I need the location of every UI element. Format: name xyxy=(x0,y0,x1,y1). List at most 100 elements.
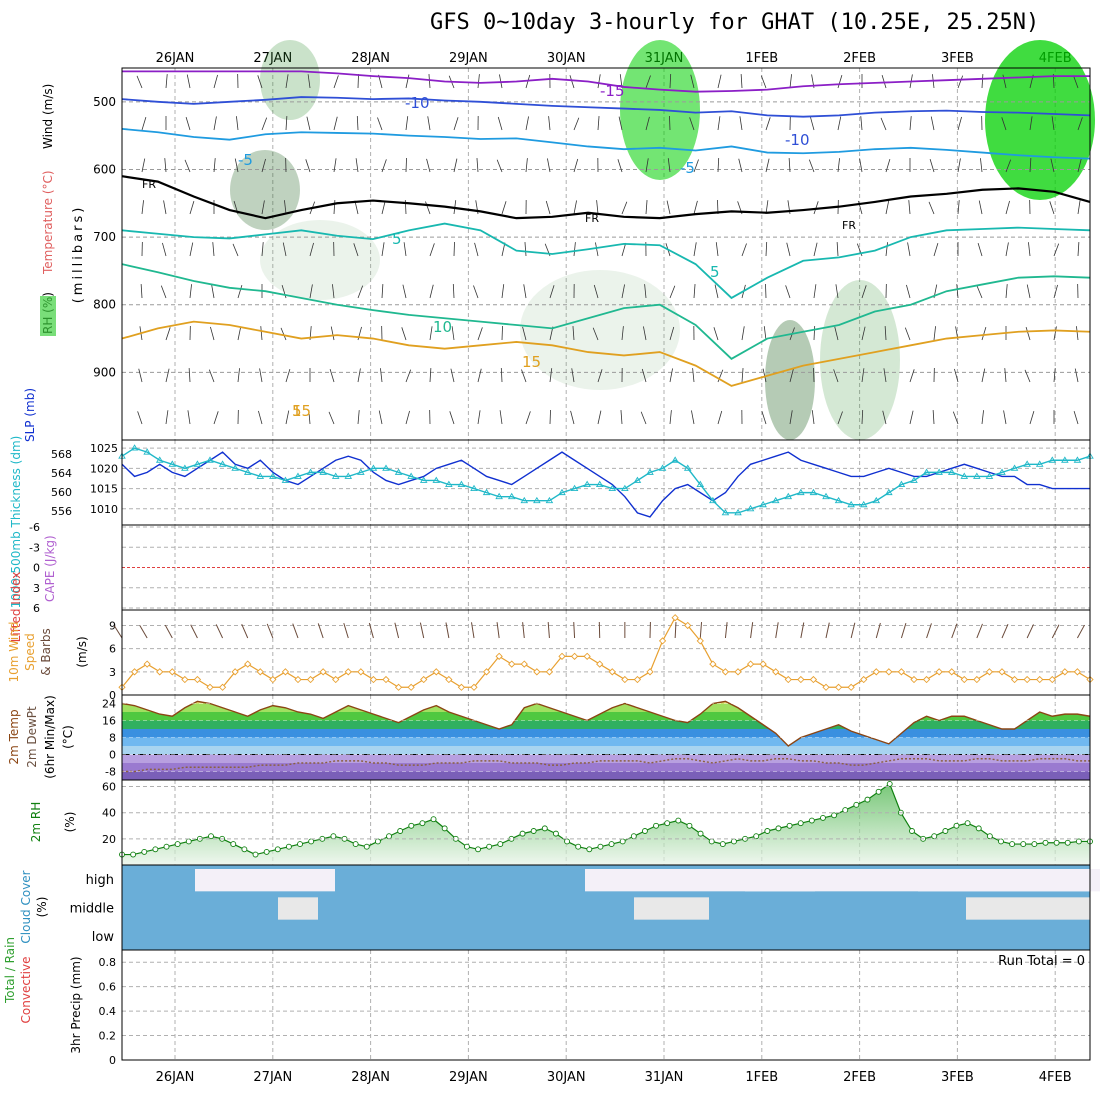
wind-barb xyxy=(429,284,434,299)
wind-barb xyxy=(884,326,887,341)
wind-barb xyxy=(909,116,912,131)
wind-barb xyxy=(837,116,842,131)
wind-barb xyxy=(449,411,455,425)
wind-barb xyxy=(401,327,407,341)
lifted-index-axis-label: Lifted Index xyxy=(9,572,23,643)
wind-barb xyxy=(136,75,143,89)
wind-barb xyxy=(141,116,147,131)
wind-barb xyxy=(954,368,959,383)
wind-barb xyxy=(593,284,599,299)
rh-point xyxy=(875,788,882,795)
thickness-point xyxy=(646,468,654,475)
wind-barb xyxy=(669,368,673,383)
wind-barb xyxy=(477,327,483,341)
thickness-point xyxy=(218,460,227,467)
temp-band xyxy=(122,754,1090,763)
wind-barb xyxy=(573,242,576,257)
dewpoint-line xyxy=(122,758,1090,773)
thickness-point xyxy=(608,484,617,492)
date-label-bottom: 30JAN xyxy=(547,1070,586,1085)
wind-barb xyxy=(185,116,191,131)
thickness-point xyxy=(206,456,214,463)
wind-speed-point xyxy=(306,675,315,684)
thickness-point xyxy=(973,472,981,479)
rh-point xyxy=(441,825,448,832)
rh-point xyxy=(998,838,1004,845)
wind-barb xyxy=(761,411,767,425)
thickness-point xyxy=(960,472,969,479)
thickness-point xyxy=(771,496,780,504)
rh-point xyxy=(152,846,159,853)
wind-barb xyxy=(739,116,743,131)
wind-barb xyxy=(669,116,671,131)
wind-barb xyxy=(189,200,195,215)
wind-barb xyxy=(620,410,623,425)
li-tick-label: 6 xyxy=(33,602,40,615)
precip-tick-label: 0.4 xyxy=(99,1005,117,1018)
thickness-point xyxy=(1035,460,1044,467)
wind-barb-10m xyxy=(139,625,148,639)
rh-point xyxy=(1020,841,1027,848)
rh-point xyxy=(1064,839,1071,846)
wind-barb xyxy=(640,411,647,425)
thickness-point xyxy=(696,480,705,487)
wind-speed-point xyxy=(168,668,176,676)
precip-axis-label: 3hr Precip (mm) xyxy=(69,956,83,1053)
thickness-point xyxy=(369,464,378,471)
cloud-row-label: high xyxy=(86,873,114,888)
wind-barb-10m xyxy=(471,622,475,639)
wind-barb xyxy=(333,158,337,173)
wind-speed-point xyxy=(130,668,139,676)
thickness-point xyxy=(130,444,139,451)
wind-speed-point xyxy=(319,668,327,676)
rh-shading xyxy=(520,270,680,390)
wind-speed-point xyxy=(143,660,151,668)
wind-barb xyxy=(789,74,792,89)
thickness-point xyxy=(1048,456,1057,463)
thickness-point xyxy=(495,492,503,500)
wind-speed-point xyxy=(206,683,214,691)
thickness-point xyxy=(947,468,956,475)
wind-barb xyxy=(1002,74,1007,89)
wind-barb-10m xyxy=(164,624,173,639)
wind-barb xyxy=(213,116,217,131)
isotherm-label: FR xyxy=(585,212,599,225)
wind-barb-10m xyxy=(1001,623,1009,639)
rh-point xyxy=(1042,839,1049,846)
wind-barb-10m xyxy=(724,622,728,639)
wind-axis-label: Wind (m/s) xyxy=(41,84,55,149)
wind-barb-10m xyxy=(850,622,856,639)
isotherm-label: 5 xyxy=(292,402,302,420)
wind-speed-point xyxy=(671,614,679,622)
wind-barb xyxy=(571,368,575,383)
wind-barb xyxy=(429,326,433,341)
thickness-point xyxy=(256,472,265,479)
rh-point xyxy=(386,833,392,840)
temperature-axis-label: Temperature (°C) xyxy=(41,170,55,275)
thickness-tick-label: 556 xyxy=(51,505,72,518)
wind-barb xyxy=(1077,158,1082,173)
thickness-point xyxy=(344,472,353,479)
wind-speed-point xyxy=(897,668,906,676)
rh-point xyxy=(374,838,381,845)
wind-barb xyxy=(715,242,719,257)
wind-speed-point xyxy=(1048,675,1056,684)
date-label-bottom: 29JAN xyxy=(449,1070,488,1085)
wind-barb xyxy=(909,410,914,425)
wind-barb-10m xyxy=(875,622,881,639)
rh-point xyxy=(953,822,960,829)
wind-barb xyxy=(717,74,722,89)
wind-barb xyxy=(762,368,767,383)
cloud-axis-label: Cloud Cover xyxy=(19,870,33,943)
wind-barb xyxy=(357,368,361,383)
wind-speed-point xyxy=(382,675,390,684)
wind-speed-point xyxy=(709,660,717,668)
wind-barb xyxy=(981,326,987,341)
wind-speed-point xyxy=(570,652,579,661)
wind-speed-axis-label: Speed xyxy=(23,633,37,671)
cloud-clear-block xyxy=(195,869,335,892)
wind-barb xyxy=(957,75,964,89)
li-tick-label: -6 xyxy=(29,521,40,534)
wind-barb xyxy=(883,368,887,383)
wind-barb xyxy=(765,117,771,131)
